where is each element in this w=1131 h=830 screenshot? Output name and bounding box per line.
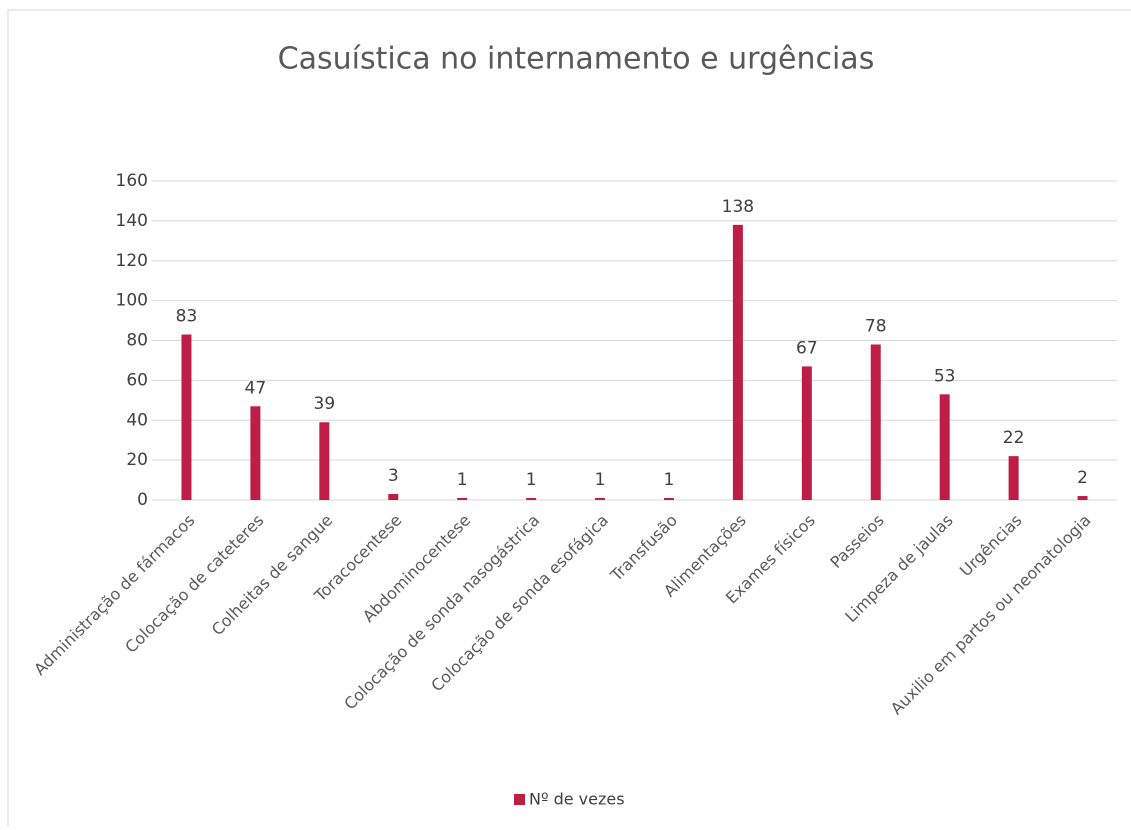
y-tick-label: 40 bbox=[126, 410, 148, 430]
bar bbox=[1008, 456, 1019, 500]
bar bbox=[1077, 496, 1088, 500]
y-tick-label: 160 bbox=[116, 171, 148, 191]
bar bbox=[801, 366, 812, 500]
y-tick-label: 0 bbox=[137, 490, 148, 510]
y-tick-label: 100 bbox=[116, 291, 148, 311]
bar bbox=[939, 394, 950, 500]
data-label: 1 bbox=[664, 470, 675, 490]
data-label: 22 bbox=[1003, 428, 1025, 448]
bar bbox=[732, 224, 743, 501]
data-label: 1 bbox=[595, 470, 606, 490]
data-label: 67 bbox=[796, 338, 818, 358]
bar bbox=[457, 498, 468, 500]
data-label: 138 bbox=[722, 197, 754, 217]
y-tick-label: 20 bbox=[126, 450, 148, 470]
bar bbox=[319, 422, 330, 500]
y-tick-label: 80 bbox=[126, 331, 148, 351]
y-tick-label: 140 bbox=[116, 211, 148, 231]
bar bbox=[595, 498, 606, 500]
data-label: 47 bbox=[245, 378, 267, 398]
bar bbox=[250, 406, 261, 500]
y-tick-label: 120 bbox=[116, 251, 148, 271]
bar bbox=[870, 344, 881, 500]
data-label: 1 bbox=[526, 470, 537, 490]
chart-title: Casuística no internamento e urgências bbox=[278, 42, 875, 77]
bar bbox=[388, 494, 399, 500]
data-label: 1 bbox=[457, 470, 468, 490]
legend-swatch bbox=[514, 794, 525, 805]
bar bbox=[181, 334, 192, 500]
data-label: 39 bbox=[314, 394, 336, 414]
chart-frame bbox=[7, 9, 1131, 830]
bar bbox=[526, 498, 537, 500]
data-label: 3 bbox=[388, 466, 399, 486]
data-label: 2 bbox=[1077, 468, 1088, 488]
legend-label: Nº de vezes bbox=[529, 790, 625, 809]
data-label: 78 bbox=[865, 316, 887, 336]
data-label: 53 bbox=[934, 366, 956, 386]
bar bbox=[663, 498, 674, 500]
data-label: 83 bbox=[176, 307, 198, 327]
y-tick-label: 60 bbox=[126, 370, 148, 390]
